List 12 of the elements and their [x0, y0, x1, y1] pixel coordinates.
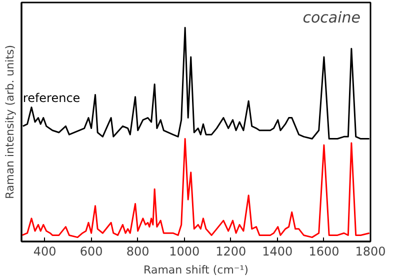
x-tick-label: 1200	[216, 244, 246, 258]
text: cocaine	[302, 8, 361, 26]
x-tick-label: 1800	[355, 244, 386, 258]
x-tick-label: 400	[33, 244, 56, 258]
x-tick-label: 800	[126, 244, 150, 258]
x-tick-label: 1600	[308, 244, 340, 258]
series-label: reference	[22, 91, 80, 106]
x-tick-label: 1000	[169, 244, 200, 258]
y-axis-title: Raman intensity (arb. units)	[4, 44, 16, 200]
x-tick-label: 1400	[262, 244, 293, 258]
x-tick-label: 600	[80, 244, 103, 258]
x-axis-title: Raman shift (cm⁻¹)	[144, 264, 248, 276]
